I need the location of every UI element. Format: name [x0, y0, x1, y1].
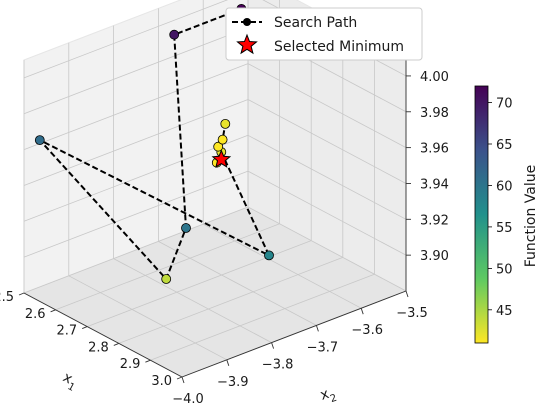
grid-line-z-wall-y [247, 99, 407, 184]
grid-line-x-floor [150, 273, 375, 361]
z-tick-label: 3.96 [420, 142, 449, 157]
x-tick-mark [145, 359, 151, 363]
grid-line-z-wall-x [23, 99, 249, 186]
x-axis-label: x1 [58, 369, 80, 394]
grid-line-z-wall-x [23, 170, 249, 258]
grid-line-z-wall-x [23, 63, 249, 150]
legend-marker-icon [243, 18, 251, 26]
search-path-point [220, 119, 231, 129]
search-path-point [34, 135, 45, 146]
z-tick-label: 3.92 [420, 213, 449, 228]
search-path-point [213, 141, 224, 152]
grid-line-z-wall-x [23, 27, 249, 115]
x-axis-line [23, 292, 183, 378]
x-tick-mark [82, 326, 88, 330]
grid-line-y-floor [203, 223, 362, 309]
y-tick-label: −3.9 [217, 375, 249, 390]
search-path-point [169, 29, 180, 40]
legend-box [225, 7, 423, 61]
grid-line-z-wall-y [247, 134, 407, 220]
colorbar-tick-label: 60 [496, 180, 513, 195]
search-path-point [161, 274, 172, 284]
grid-line-z-wall-x [23, 134, 249, 222]
grid-line-x-floor [23, 206, 249, 294]
colorbar: 45 50 55 60 65 70 Function Value [474, 85, 539, 344]
y-tick-mark [226, 359, 230, 366]
x-tick-label: 2.9 [120, 357, 141, 372]
y-tick-mark [271, 342, 275, 349]
search-path-point [264, 250, 274, 261]
z-tick-label: 4.00 [420, 70, 449, 85]
y-axis-line [181, 290, 407, 378]
search-path-point [181, 223, 191, 233]
y-tick-mark [405, 290, 409, 298]
axis-panes [22, 0, 408, 378]
legend-label-selected-minimum: Selected Minimum [274, 39, 404, 55]
x-tick-label: 3.0 [151, 374, 172, 389]
y-tick-label: −3.7 [307, 340, 339, 355]
x-axis-ticks: 2.5 2.6 2.7 2.8 2.9 3.0 [0, 290, 183, 389]
colorbar-ticks: 45 50 55 60 65 70 [488, 97, 513, 319]
search-path-point [217, 134, 228, 145]
z-tick-label: 3.90 [420, 249, 449, 264]
star-icon [236, 33, 258, 55]
y-tick-label: −3.5 [396, 306, 428, 321]
colorbar-tick-label: 65 [496, 138, 513, 153]
x-tick-mark [18, 292, 25, 296]
grid-line-z-wall-y [247, 63, 407, 148]
colorbar-gradient [474, 85, 489, 344]
y-tick-mark [315, 325, 319, 332]
x-tick-label: 2.8 [88, 340, 109, 355]
x-tick-label: 2.6 [25, 307, 46, 322]
y-tick-mark [360, 308, 364, 315]
colorbar-tick-label: 55 [496, 221, 513, 236]
selected-minimum-marker [211, 149, 232, 168]
y-axis-ticks: −4.0 −3.9 −3.8 −3.7 −3.6 −3.5 [172, 290, 428, 407]
selected-minimum-star [211, 149, 232, 168]
grid-line-y-floor [68, 275, 227, 361]
colorbar-tick-label: 50 [496, 262, 513, 277]
grid-line-z-wall-x [23, 0, 229, 79]
x-tick-mark [113, 342, 119, 346]
x-tick-mark [176, 376, 183, 380]
legend-label-search-path: Search Path [274, 15, 357, 31]
colorbar-tick-label: 45 [496, 304, 513, 319]
x-tick-mark [50, 309, 56, 313]
grid-line-x-floor [55, 223, 280, 311]
grid-line-y-floor [247, 206, 407, 292]
grid-line-y-floor [158, 241, 317, 326]
y-tick-label: −3.6 [351, 323, 383, 338]
y-tick-label: −4.0 [172, 392, 204, 407]
x-tick-label: 2.5 [0, 290, 14, 305]
grid-line-z-wall-y [247, 170, 407, 256]
grid-line-x-floor [118, 257, 343, 344]
z-axis-ticks: 3.90 3.92 3.94 3.96 3.98 4.00 [406, 70, 449, 264]
grid-lines [23, 0, 407, 378]
z-tick-label: 3.94 [420, 178, 449, 193]
colorbar-label: Function Value [523, 165, 539, 267]
z-tick-label: 3.98 [420, 106, 449, 121]
colorbar-tick-label: 70 [496, 97, 513, 112]
y-axis-label: x2 [318, 384, 338, 408]
y-tick-mark [181, 376, 185, 384]
y-tick-label: −3.8 [262, 358, 294, 373]
legend: Search Path Selected Minimum [225, 7, 423, 61]
x-tick-label: 2.7 [57, 324, 78, 339]
grid-line-y-floor [113, 258, 272, 343]
